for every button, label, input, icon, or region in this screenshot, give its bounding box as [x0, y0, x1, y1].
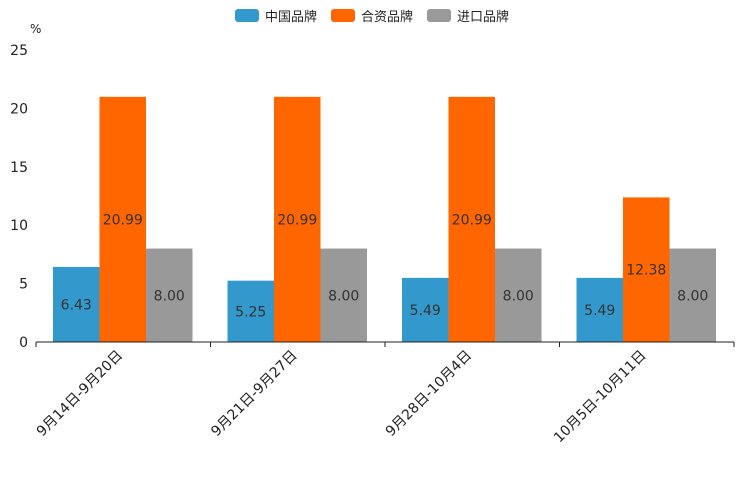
bar-9-28-10-4-series-3	[495, 248, 542, 342]
y-axis: 0 5 10 15 20 25	[10, 43, 28, 351]
legend-swatch-series-2	[331, 9, 355, 22]
x-axis: 9月14日-9月20日 9月21日-9月27日 9月28日-10月4日 10月5日-1…	[34, 341, 735, 447]
data-label: 5.49	[584, 303, 615, 319]
x-tick-label: 9月21日-9月27日	[208, 348, 300, 440]
legend-label: 合资品牌	[361, 9, 413, 25]
data-label: 8.00	[677, 288, 708, 304]
y-tick-label: 5	[19, 277, 28, 293]
data-label: 6.43	[61, 297, 92, 313]
bar-9-21-9-27-series-2	[274, 96, 321, 343]
bar-9-21-9-27-series-1	[227, 280, 274, 342]
x-tick-label: 9月14日-9月20日	[34, 348, 126, 440]
x-tick-label: 9月28日-10月4日	[383, 348, 475, 440]
y-axis-unit-label: %	[30, 22, 41, 36]
legend-label: 进口品牌	[457, 9, 509, 25]
y-tick-label: 20	[10, 101, 28, 117]
bar-9-28-10-4-series-2	[448, 96, 495, 343]
bar-9-14-9-20-series-1	[53, 266, 100, 342]
data-label: 20.99	[277, 212, 317, 228]
data-label: 12.38	[626, 263, 666, 279]
x-tick-label: 10月5日-10月11日	[551, 348, 650, 447]
bar-9-21-9-27-series-3	[320, 248, 367, 342]
data-label: 5.49	[410, 303, 441, 319]
y-tick-label: 15	[10, 160, 28, 176]
y-tick-label: 25	[10, 43, 28, 59]
data-label: 8.00	[503, 288, 534, 304]
bar-10-5-10-11-series-3	[669, 248, 716, 342]
bar-9-14-9-20-series-3	[146, 248, 193, 342]
bar-10-5-10-11-series-2	[623, 197, 670, 342]
data-label: 20.99	[452, 212, 492, 228]
data-label: 8.00	[154, 288, 185, 304]
y-tick-label: 0	[19, 335, 28, 351]
bar-10-5-10-11-series-1	[576, 277, 623, 342]
bar-9-14-9-20-series-2	[99, 96, 146, 343]
data-label: 20.99	[103, 212, 143, 228]
bar-9-28-10-4-series-1	[402, 277, 449, 342]
data-label: 8.00	[328, 288, 359, 304]
legend-label: 中国品牌	[265, 9, 317, 25]
data-label: 5.25	[235, 304, 266, 320]
legend-swatch-series-1	[235, 9, 259, 22]
legend: 中国品牌 合资品牌 进口品牌	[235, 9, 509, 25]
bars: 6.43 5.25 5.49 5.49 20.99 20.99 20.99 12.38 8.00…	[53, 96, 716, 343]
legend-swatch-series-3	[427, 9, 451, 22]
y-tick-label: 10	[10, 218, 28, 234]
